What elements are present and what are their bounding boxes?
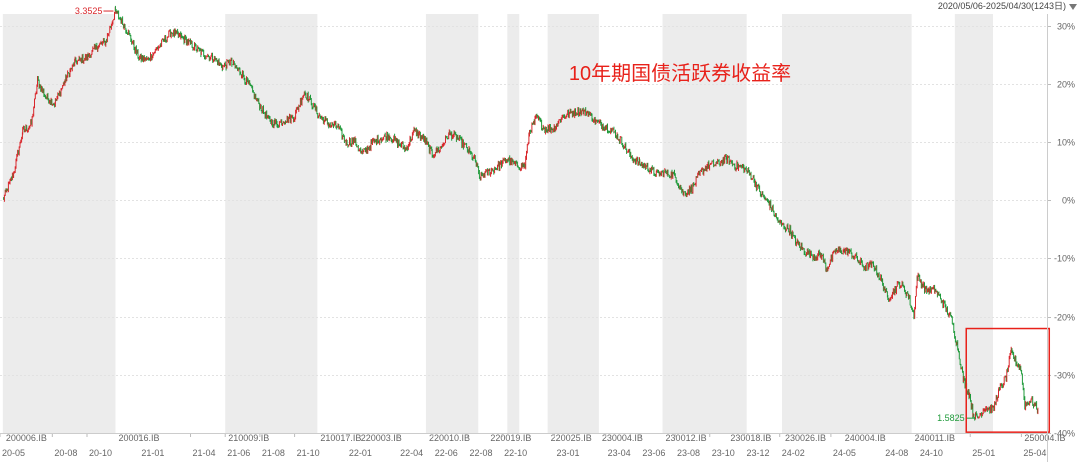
triangle-down-icon[interactable]	[1069, 4, 1077, 10]
y-tick-label: -40%	[1054, 429, 1075, 439]
bond-code-label: 220003.IB	[361, 433, 402, 443]
y-tick-label: -10%	[1054, 254, 1075, 264]
x-tick-label: 22-08	[469, 448, 492, 458]
x-tick-label: 22-01	[349, 448, 372, 458]
shaded-period-band	[425, 14, 479, 433]
x-tick-label: 23-01	[556, 448, 579, 458]
bond-code-label: 220010.IB	[429, 433, 470, 443]
y-axis-ticks: 30% 20% 10% 0% -10% -20% -30% -40%	[1054, 22, 1075, 439]
x-tick-label: 24-08	[885, 448, 908, 458]
bond-code-label: 230026.IB	[785, 433, 826, 443]
x-tick-label: 21-01	[141, 448, 164, 458]
bond-code-label: 230012.IB	[666, 433, 707, 443]
shaded-periods-layer	[2, 14, 993, 433]
x-tick-label: 23-08	[677, 448, 700, 458]
y-tick-label: 0%	[1062, 196, 1075, 206]
x-tick-label: 23-10	[712, 448, 735, 458]
shaded-period-band	[2, 14, 116, 433]
bond-code-label: 240004.IB	[845, 433, 886, 443]
x-tick-label: 22-06	[435, 448, 458, 458]
x-tick-label: 24-10	[920, 448, 943, 458]
highlight-box	[965, 327, 1051, 433]
shaded-period-band	[954, 14, 993, 433]
x-tick-label: 22-10	[504, 448, 527, 458]
bond-code-label: 230004.IB	[602, 433, 643, 443]
min-value-label: 1.5825	[937, 413, 965, 423]
bond-code-label: 240011.IB	[915, 433, 955, 443]
y-tick-label: -20%	[1054, 313, 1075, 323]
y-tick-label: 10%	[1057, 138, 1075, 148]
date-range-label: 2020/05/06-2025/04/30(1243日)	[938, 1, 1066, 11]
shaded-period-band	[507, 14, 520, 433]
x-tick-label: 23-04	[608, 448, 631, 458]
shaded-period-band	[662, 14, 747, 433]
shaded-period-band	[781, 14, 912, 433]
bond-code-label: 210009.IB	[228, 433, 269, 443]
x-tick-label: 21-04	[193, 448, 216, 458]
x-tick-label: 23-06	[642, 448, 665, 458]
x-tick-label: 20-10	[89, 448, 112, 458]
shaded-period-band	[225, 14, 318, 433]
shaded-period-band	[547, 14, 599, 433]
series-layer	[3, 5, 1039, 421]
bond-labels-layer: 200006.IB 200016.IB 210009.IB 210017.IB 2200…	[6, 433, 1066, 443]
x-tick-label: 25-04	[1023, 448, 1046, 458]
x-tick-label: 21-08	[262, 448, 285, 458]
x-tick-label: 24-02	[782, 448, 805, 458]
bond-code-label: 200006.IB	[6, 433, 47, 443]
annotations-layer: 3.3525 1.5825	[75, 6, 1051, 433]
x-axis-ticks: 20-05 20-08 20-10 21-01 21-04 21-06 21-08 21-10…	[0, 433, 1046, 458]
x-tick-label: 25-01	[972, 448, 995, 458]
max-value-label: 3.3525	[75, 6, 103, 16]
bond-code-label: 220025.IB	[551, 433, 592, 443]
bond-code-label: 250004.IB	[1024, 433, 1065, 443]
y-tick-label: 30%	[1057, 22, 1075, 32]
x-tick-label: 20-08	[54, 448, 77, 458]
x-tick-label: 23-12	[746, 448, 769, 458]
x-tick-label: 24-05	[833, 448, 856, 458]
x-tick-label: 20-05	[2, 448, 25, 458]
bond-code-label: 210017.IB	[320, 433, 361, 443]
chart-title: 10年期国债活跃券收益率	[569, 62, 791, 85]
x-tick-label: 21-10	[297, 448, 320, 458]
y-tick-label: -30%	[1054, 371, 1075, 381]
x-tick-label: 21-06	[227, 448, 250, 458]
y-tick-label: 20%	[1057, 80, 1075, 90]
bond-code-label: 220019.IB	[490, 433, 531, 443]
x-tick-label: 22-04	[400, 448, 423, 458]
bond-code-label: 200016.IB	[118, 433, 159, 443]
bond-code-label: 230018.IB	[730, 433, 771, 443]
